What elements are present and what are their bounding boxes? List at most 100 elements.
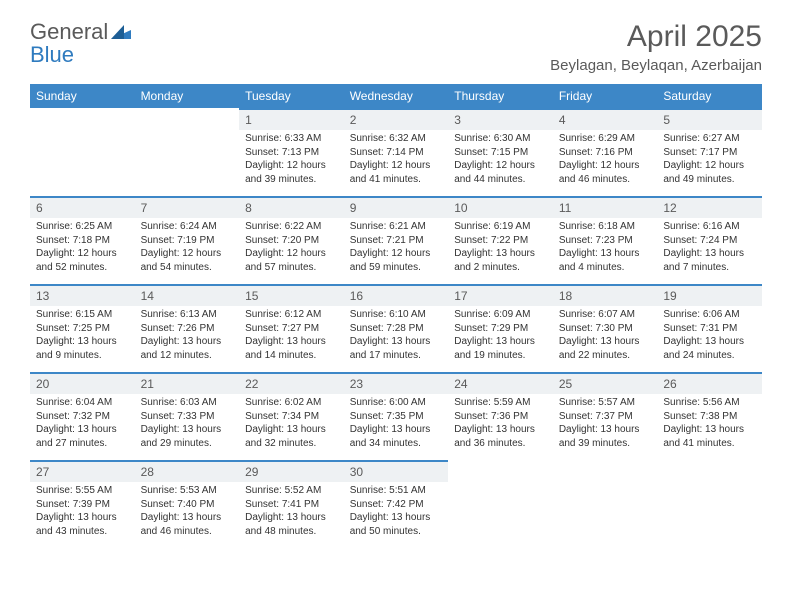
day-cell: 18Sunrise: 6:07 AMSunset: 7:30 PMDayligh… [553,284,658,372]
sunrise-text: Sunrise: 6:29 AM [559,132,652,146]
day-content: Sunrise: 5:51 AMSunset: 7:42 PMDaylight:… [344,482,449,542]
logo-text-2: Blue [30,42,74,67]
day-cell: 22Sunrise: 6:02 AMSunset: 7:34 PMDayligh… [239,372,344,460]
sunset-text: Sunset: 7:22 PM [454,234,547,248]
daylight-text: Daylight: 13 hours and 39 minutes. [559,423,652,450]
day-cell: 23Sunrise: 6:00 AMSunset: 7:35 PMDayligh… [344,372,449,460]
sunset-text: Sunset: 7:39 PM [36,498,129,512]
day-number: 12 [657,196,762,218]
sunrise-text: Sunrise: 5:53 AM [141,484,234,498]
sunset-text: Sunset: 7:28 PM [350,322,443,336]
sunset-text: Sunset: 7:40 PM [141,498,234,512]
day-number: 2 [344,108,449,130]
weekday-header: Saturday [657,84,762,108]
daylight-text: Daylight: 13 hours and 12 minutes. [141,335,234,362]
sunrise-text: Sunrise: 6:18 AM [559,220,652,234]
empty-cell [657,460,762,548]
day-number: 11 [553,196,658,218]
sunrise-text: Sunrise: 6:03 AM [141,396,234,410]
calendar-table: Sunday Monday Tuesday Wednesday Thursday… [30,84,762,548]
day-number: 23 [344,372,449,394]
day-content: Sunrise: 6:24 AMSunset: 7:19 PMDaylight:… [135,218,240,278]
daylight-text: Daylight: 12 hours and 54 minutes. [141,247,234,274]
day-cell: 29Sunrise: 5:52 AMSunset: 7:41 PMDayligh… [239,460,344,548]
day-content: Sunrise: 5:55 AMSunset: 7:39 PMDaylight:… [30,482,135,542]
daylight-text: Daylight: 13 hours and 41 minutes. [663,423,756,450]
sunrise-text: Sunrise: 5:59 AM [454,396,547,410]
sunrise-text: Sunrise: 5:56 AM [663,396,756,410]
day-cell: 9Sunrise: 6:21 AMSunset: 7:21 PMDaylight… [344,196,449,284]
day-number: 18 [553,284,658,306]
sunset-text: Sunset: 7:19 PM [141,234,234,248]
day-number: 17 [448,284,553,306]
empty-cell [135,108,240,196]
sunrise-text: Sunrise: 6:07 AM [559,308,652,322]
day-number: 24 [448,372,553,394]
logo-text-1: General [30,19,108,44]
day-number: 20 [30,372,135,394]
sunrise-text: Sunrise: 6:16 AM [663,220,756,234]
day-content: Sunrise: 6:33 AMSunset: 7:13 PMDaylight:… [239,130,344,190]
sunset-text: Sunset: 7:26 PM [141,322,234,336]
day-cell: 17Sunrise: 6:09 AMSunset: 7:29 PMDayligh… [448,284,553,372]
weekday-header: Friday [553,84,658,108]
day-number: 7 [135,196,240,218]
daylight-text: Daylight: 13 hours and 32 minutes. [245,423,338,450]
day-cell: 8Sunrise: 6:22 AMSunset: 7:20 PMDaylight… [239,196,344,284]
logo: GeneralBlue [30,20,131,66]
sunset-text: Sunset: 7:16 PM [559,146,652,160]
sunset-text: Sunset: 7:41 PM [245,498,338,512]
day-cell: 16Sunrise: 6:10 AMSunset: 7:28 PMDayligh… [344,284,449,372]
daylight-text: Daylight: 12 hours and 41 minutes. [350,159,443,186]
weekday-header: Thursday [448,84,553,108]
day-number: 3 [448,108,553,130]
day-cell: 19Sunrise: 6:06 AMSunset: 7:31 PMDayligh… [657,284,762,372]
sunrise-text: Sunrise: 6:19 AM [454,220,547,234]
sunset-text: Sunset: 7:30 PM [559,322,652,336]
sunrise-text: Sunrise: 6:25 AM [36,220,129,234]
page-subtitle: Beylagan, Beylaqan, Azerbaijan [550,57,762,74]
day-cell: 12Sunrise: 6:16 AMSunset: 7:24 PMDayligh… [657,196,762,284]
sunrise-text: Sunrise: 6:30 AM [454,132,547,146]
day-cell: 27Sunrise: 5:55 AMSunset: 7:39 PMDayligh… [30,460,135,548]
daylight-text: Daylight: 13 hours and 4 minutes. [559,247,652,274]
day-cell: 10Sunrise: 6:19 AMSunset: 7:22 PMDayligh… [448,196,553,284]
day-cell: 28Sunrise: 5:53 AMSunset: 7:40 PMDayligh… [135,460,240,548]
day-cell: 26Sunrise: 5:56 AMSunset: 7:38 PMDayligh… [657,372,762,460]
day-content: Sunrise: 6:21 AMSunset: 7:21 PMDaylight:… [344,218,449,278]
daylight-text: Daylight: 13 hours and 22 minutes. [559,335,652,362]
day-content: Sunrise: 6:19 AMSunset: 7:22 PMDaylight:… [448,218,553,278]
sunrise-text: Sunrise: 6:00 AM [350,396,443,410]
day-content: Sunrise: 5:53 AMSunset: 7:40 PMDaylight:… [135,482,240,542]
day-content: Sunrise: 6:02 AMSunset: 7:34 PMDaylight:… [239,394,344,454]
day-number: 28 [135,460,240,482]
day-number: 4 [553,108,658,130]
day-cell: 5Sunrise: 6:27 AMSunset: 7:17 PMDaylight… [657,108,762,196]
sunset-text: Sunset: 7:35 PM [350,410,443,424]
sunset-text: Sunset: 7:32 PM [36,410,129,424]
day-number: 14 [135,284,240,306]
sunset-text: Sunset: 7:27 PM [245,322,338,336]
day-content: Sunrise: 6:07 AMSunset: 7:30 PMDaylight:… [553,306,658,366]
daylight-text: Daylight: 13 hours and 29 minutes. [141,423,234,450]
day-content: Sunrise: 6:13 AMSunset: 7:26 PMDaylight:… [135,306,240,366]
sunset-text: Sunset: 7:17 PM [663,146,756,160]
daylight-text: Daylight: 12 hours and 39 minutes. [245,159,338,186]
weekday-header: Wednesday [344,84,449,108]
sunset-text: Sunset: 7:24 PM [663,234,756,248]
daylight-text: Daylight: 12 hours and 52 minutes. [36,247,129,274]
day-cell: 15Sunrise: 6:12 AMSunset: 7:27 PMDayligh… [239,284,344,372]
day-cell: 11Sunrise: 6:18 AMSunset: 7:23 PMDayligh… [553,196,658,284]
sunset-text: Sunset: 7:29 PM [454,322,547,336]
calendar-body: 1Sunrise: 6:33 AMSunset: 7:13 PMDaylight… [30,108,762,548]
day-content: Sunrise: 6:29 AMSunset: 7:16 PMDaylight:… [553,130,658,190]
day-number: 8 [239,196,344,218]
day-content: Sunrise: 6:09 AMSunset: 7:29 PMDaylight:… [448,306,553,366]
sunrise-text: Sunrise: 6:10 AM [350,308,443,322]
day-cell: 7Sunrise: 6:24 AMSunset: 7:19 PMDaylight… [135,196,240,284]
daylight-text: Daylight: 13 hours and 9 minutes. [36,335,129,362]
weekday-header: Tuesday [239,84,344,108]
day-cell: 13Sunrise: 6:15 AMSunset: 7:25 PMDayligh… [30,284,135,372]
sunrise-text: Sunrise: 5:55 AM [36,484,129,498]
calendar-row: 1Sunrise: 6:33 AMSunset: 7:13 PMDaylight… [30,108,762,196]
